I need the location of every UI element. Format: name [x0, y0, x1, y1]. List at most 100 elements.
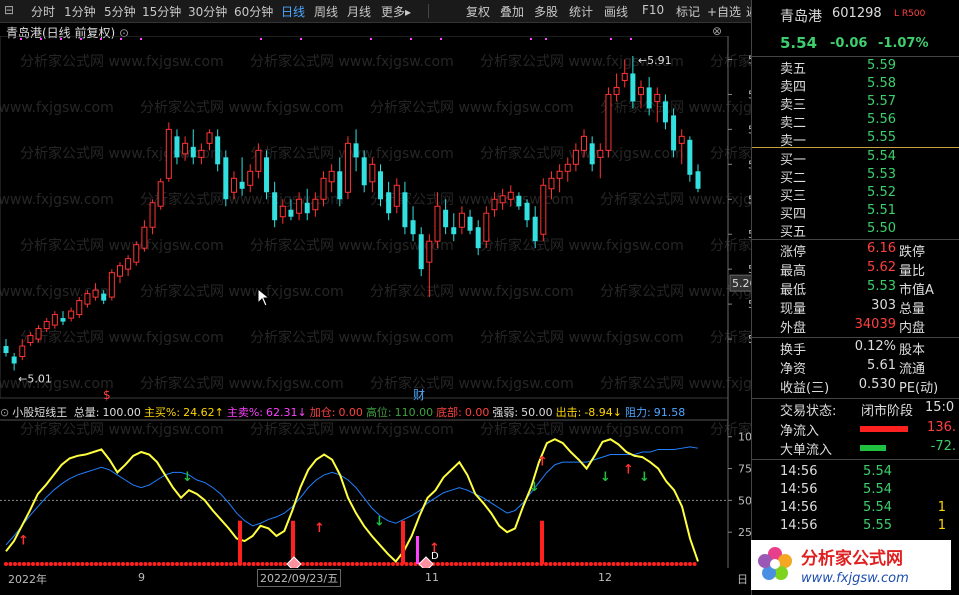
- adjust-button[interactable]: 复权: [466, 5, 491, 19]
- period-weekly-tab[interactable]: 周线: [314, 5, 339, 19]
- baseline-dot: [575, 562, 580, 566]
- candle-body: [443, 209, 449, 228]
- period-monthly-tab[interactable]: 月线: [347, 5, 372, 19]
- mark-button[interactable]: 标记: [676, 5, 701, 19]
- signal-arrow: ↑: [429, 541, 440, 556]
- bid-row-4: 买四 5.51: [752, 203, 959, 222]
- watermark-text: 分析家公式网 www.fxjgsw.com: [370, 283, 574, 300]
- tick-price: 5.55: [863, 518, 892, 533]
- indicator-item: 总量:: [73, 406, 100, 419]
- baseline-dot: [184, 562, 188, 566]
- stat2-value: 0.530: [858, 377, 896, 392]
- drawing-button[interactable]: 画线: [604, 5, 629, 19]
- signal-dot: [80, 38, 82, 40]
- chart-area[interactable]: 分析家公式网 www.fxjgsw.com 分析家公式网 www.fxjgsw.c…: [0, 36, 751, 568]
- period-1min-tab[interactable]: 1分钟: [64, 5, 96, 19]
- candle-body: [556, 170, 563, 179]
- period-15min-tab[interactable]: 15分钟: [142, 5, 182, 19]
- tick-time: 14:56: [780, 482, 818, 497]
- ask-label: 卖四: [780, 80, 807, 95]
- statistics-button[interactable]: 统计: [569, 5, 594, 19]
- candle-body: [84, 293, 91, 305]
- period-5min-tab[interactable]: 5分钟: [104, 5, 136, 19]
- stat2-row: 净资 5.61 流通: [752, 358, 959, 377]
- attack-line: [5, 438, 699, 563]
- watermark-text: 分析家公式网 www.fxjgsw.com: [480, 421, 684, 438]
- signal-bar: [291, 520, 295, 564]
- indicator-name[interactable]: 小股短线王: [12, 406, 68, 419]
- baseline-dot: [206, 562, 211, 566]
- indicator-item-value: 0.00: [338, 406, 363, 419]
- candle-body: [206, 132, 213, 144]
- baseline-dot: [89, 562, 94, 566]
- candle-body: [3, 346, 9, 354]
- watermark-text: 分析家公式网 www.fxjgsw.com: [370, 191, 574, 208]
- stat-label: 涨停: [780, 245, 807, 260]
- candle-body: [141, 226, 148, 249]
- indicator-collapse-icon[interactable]: ⊙: [0, 406, 10, 419]
- candle-body: [671, 115, 677, 151]
- candle-body: [605, 93, 612, 151]
- tick-time: 14:56: [780, 464, 818, 479]
- overlay-button[interactable]: 叠加: [500, 5, 525, 19]
- baseline-dot: [332, 562, 337, 566]
- price-tick-label: 5.50: [748, 193, 751, 206]
- flow-value: -72.: [930, 439, 956, 454]
- baseline-dot: [116, 562, 121, 566]
- baseline-dot: [107, 562, 112, 566]
- f10-button[interactable]: F10: [642, 3, 665, 17]
- candle-body: [613, 86, 620, 95]
- candle-body: [247, 170, 254, 186]
- baseline-dot: [679, 562, 683, 566]
- period-more-tab[interactable]: 更多▸: [381, 5, 412, 19]
- add-favorite-button[interactable]: +自选: [707, 5, 742, 19]
- baseline-dot: [346, 562, 350, 566]
- ask-row-5: 卖五 5.59: [752, 58, 959, 77]
- period-minute-tab[interactable]: 分时: [31, 5, 56, 19]
- candle-body: [572, 149, 579, 165]
- period-daily-tab[interactable]: 日线: [281, 5, 306, 19]
- ask-label: 卖二: [780, 116, 807, 131]
- baseline-dot: [4, 562, 8, 566]
- candle-body: [35, 328, 42, 340]
- baseline-dot: [269, 562, 274, 566]
- baseline-dot: [220, 562, 224, 566]
- toolbar-menu-icon[interactable]: ⊟: [4, 3, 15, 17]
- price-summary: 5.54 -0.06 -1.07%: [752, 34, 959, 52]
- baseline-dot: [49, 562, 53, 566]
- baseline-dot: [121, 562, 125, 566]
- period-30min-tab[interactable]: 30分钟: [188, 5, 228, 19]
- baseline-dot: [314, 562, 319, 566]
- baseline-dot: [283, 562, 287, 566]
- watermark-text: 分析家公式网 www.fxjgsw.com: [250, 421, 454, 438]
- signal-dot: [20, 38, 22, 40]
- baseline-dot: [665, 562, 670, 566]
- baseline-dot: [391, 562, 395, 566]
- signal-arrow: ↑: [18, 534, 29, 549]
- candle-body: [621, 72, 628, 81]
- candle-body: [589, 143, 595, 165]
- candle-body: [288, 209, 294, 217]
- bid-row-3: 买三 5.52: [752, 185, 959, 204]
- watermark-text: 分析家公式网 www.fxjgsw.com: [710, 421, 751, 438]
- baseline-dot: [517, 562, 521, 566]
- baseline-dot: [377, 562, 382, 566]
- watermark-text: 分析家公式网 www.fxjgsw.com: [480, 237, 684, 254]
- stat-value: 5.62: [867, 260, 896, 275]
- bid-row-2: 买二 5.53: [752, 167, 959, 186]
- background-watermark: 分析家公式网 www.fxjgsw.com 分析家公式网 www.fxjgsw.c…: [0, 53, 751, 438]
- baseline-dot: [562, 562, 566, 566]
- candle-body: [353, 143, 359, 158]
- flow-row: 净流入 136.: [752, 420, 959, 439]
- baseline-dot: [584, 562, 589, 566]
- baseline-dot: [634, 562, 638, 566]
- stat-label: 最低: [780, 283, 807, 298]
- watermark-text: 分析家公式网 www.fxjgsw.com: [250, 53, 454, 70]
- multi-stock-button[interactable]: 多股: [534, 5, 559, 19]
- ask-row-3: 卖三 5.57: [752, 94, 959, 113]
- chart-close-icon[interactable]: ⊗: [712, 24, 723, 38]
- signal-arrow: ↑: [537, 455, 548, 470]
- period-60min-tab[interactable]: 60分钟: [234, 5, 274, 19]
- chart-settings-icon[interactable]: ⊙: [119, 26, 130, 40]
